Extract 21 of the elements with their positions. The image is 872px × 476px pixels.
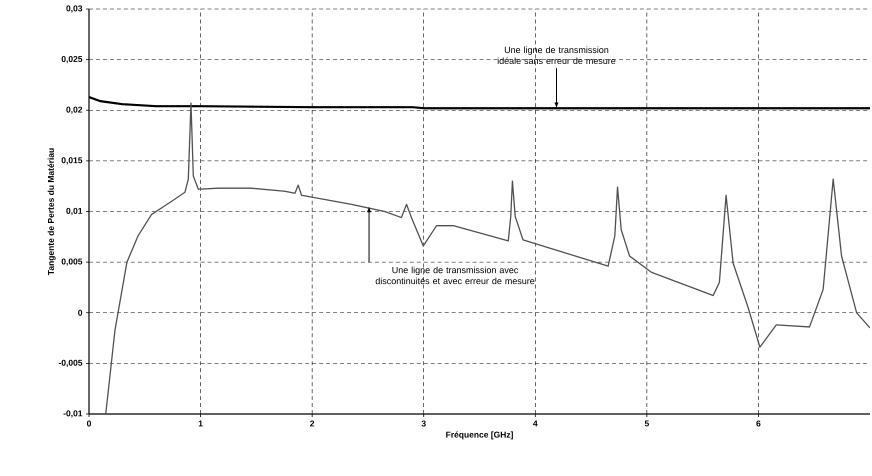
x-tick-label: 1 bbox=[198, 420, 203, 426]
line-series bbox=[105, 102, 870, 414]
y-tick-label: 0,02 bbox=[66, 106, 82, 114]
y-tick-label: 0,025 bbox=[62, 56, 82, 64]
y-tick-label: 0 bbox=[78, 310, 82, 316]
y-tick-label: 0,015 bbox=[62, 157, 82, 164]
y-tick-label: 0,03 bbox=[66, 5, 82, 13]
y-tick-label: -0,005 bbox=[58, 360, 82, 367]
x-tick-label: 3 bbox=[422, 420, 426, 427]
y-tick-label: 0,005 bbox=[62, 258, 82, 266]
y-tick-label: -0,01 bbox=[64, 410, 82, 418]
y-tick-label: 0,01 bbox=[66, 208, 82, 216]
y-axis-title: Tangente de Pertes du Matériau bbox=[48, 148, 56, 276]
x-tick-label: 5 bbox=[644, 420, 649, 426]
x-tick-label: 4 bbox=[533, 420, 538, 426]
x-axis-title: Fréquence [GHz] bbox=[446, 431, 513, 440]
x-tick-label: 0 bbox=[86, 420, 92, 426]
x-tick-label: 6 bbox=[756, 420, 760, 426]
annotation: Une ligne de transmission idéale sans erreur de mesure bbox=[498, 46, 616, 64]
x-tick-label: 2 bbox=[310, 420, 314, 426]
annotation: Une ligne de transmission avec discontinuités et avec erreur de mesure bbox=[376, 266, 534, 284]
